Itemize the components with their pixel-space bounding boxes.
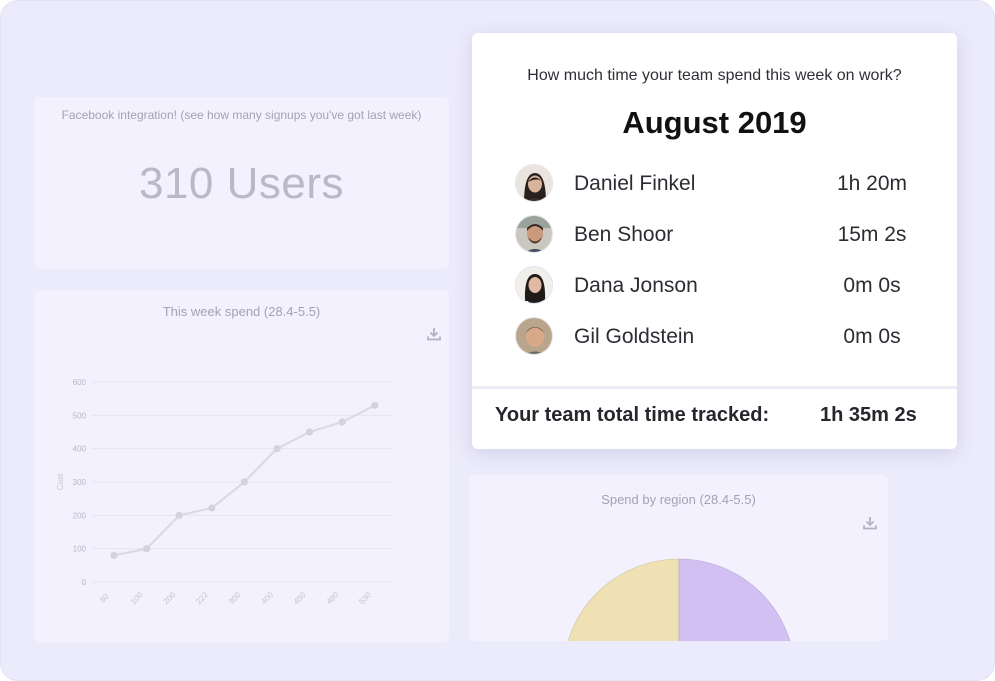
y-tick-label: 300	[73, 478, 87, 487]
avatar	[515, 164, 553, 202]
member-name: Daniel Finkel	[574, 172, 696, 195]
region-spend-title: Spend by region (28.4-5.5)	[601, 492, 756, 507]
data-point	[110, 551, 118, 559]
week-spend-card: This week spend (28.4-5.5) 0 100 200 300 400…	[34, 290, 449, 642]
x-tick-label: 222	[194, 590, 210, 606]
pie-slice-right	[678, 558, 791, 641]
member-name: Gil Goldstein	[574, 325, 695, 348]
facebook-integration-card: Facebook integration! (see how many sign…	[34, 97, 449, 269]
region-spend-card: Spend by region (28.4-5.5)	[469, 475, 888, 641]
week-spend-title: This week spend (28.4-5.5)	[162, 304, 321, 319]
data-point	[338, 418, 346, 426]
member-row[interactable]: Dana Jonson 0m 0s	[472, 266, 957, 306]
data-point	[143, 545, 151, 553]
y-axis-label: Cost	[56, 473, 65, 490]
data-point	[175, 511, 183, 519]
team-month-title: August 2019	[622, 105, 807, 140]
download-icon[interactable]	[426, 326, 442, 342]
member-time: 1h 20m	[836, 172, 908, 195]
team-divider	[472, 386, 957, 389]
team-question: How much time your team spend this week …	[527, 67, 902, 84]
region-pie-chart	[567, 558, 791, 641]
data-point	[273, 445, 281, 453]
x-tick-label: 100	[129, 590, 145, 606]
team-total-row: Your team total time tracked: 1h 35m 2s	[472, 402, 957, 432]
x-tick-label: 400	[259, 590, 275, 606]
x-tick-label: 450	[292, 590, 308, 606]
member-time: 15m 2s	[837, 223, 907, 246]
y-tick-label: 400	[73, 445, 87, 454]
member-name: Dana Jonson	[574, 274, 698, 297]
facebook-card-title: Facebook integration! (see how many sign…	[61, 108, 422, 122]
facebook-signups-value: 310 Users	[138, 159, 345, 208]
member-time: 0m 0s	[843, 325, 901, 348]
avatar	[515, 215, 553, 253]
data-point	[306, 428, 314, 436]
avatar	[515, 266, 553, 304]
member-row[interactable]: Gil Goldstein 0m 0s	[472, 317, 957, 357]
avatar	[515, 317, 553, 355]
data-point	[240, 478, 248, 486]
x-tick-label: 480	[325, 590, 341, 606]
member-row[interactable]: Daniel Finkel 1h 20m	[472, 164, 957, 204]
team-total-value: 1h 35m 2s	[820, 404, 917, 426]
y-tick-label: 200	[73, 511, 87, 520]
data-point	[208, 504, 216, 512]
y-tick-label: 0	[82, 578, 87, 587]
data-point	[371, 401, 379, 409]
member-row[interactable]: Ben Shoor 15m 2s	[472, 215, 957, 255]
member-time: 0m 0s	[843, 274, 901, 297]
member-name: Ben Shoor	[574, 223, 674, 246]
week-spend-line-chart: 0 100 200 300 400 500 600 Cost 80 100 200 222 300 400…	[56, 378, 392, 606]
x-tick-label: 300	[227, 590, 243, 606]
y-tick-label: 100	[73, 545, 87, 554]
team-total-label: Your team total time tracked:	[495, 404, 770, 426]
team-time-card: How much time your team spend this week …	[472, 33, 957, 449]
download-icon[interactable]	[862, 515, 878, 531]
x-tick-label: 530	[357, 590, 373, 606]
pie-slice-left	[567, 558, 680, 641]
y-tick-label: 500	[73, 411, 87, 420]
x-tick-label: 200	[162, 590, 178, 606]
y-tick-label: 600	[73, 378, 87, 387]
x-tick-label: 80	[98, 592, 111, 605]
